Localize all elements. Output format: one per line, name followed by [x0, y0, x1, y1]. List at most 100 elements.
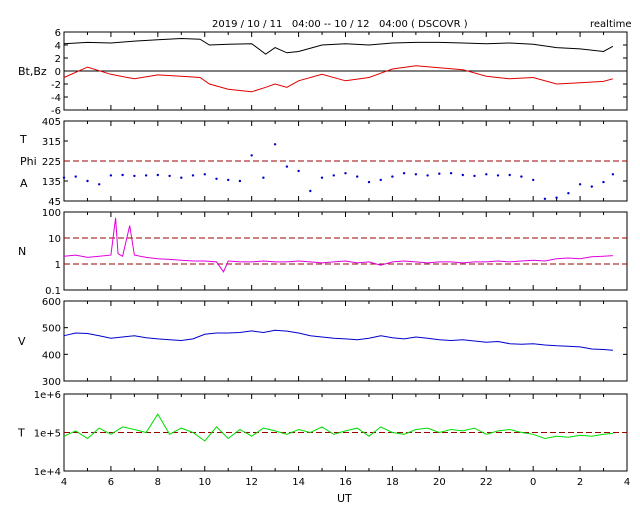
data-point	[543, 197, 547, 200]
panel-frame	[63, 300, 628, 382]
x-tick-label: 6	[108, 477, 114, 488]
data-point	[356, 175, 359, 178]
data-point	[74, 175, 77, 178]
data-point	[344, 172, 347, 175]
y-tick-label: 1	[55, 260, 61, 271]
panel-1: 6 4 2 0 -2 -4 -6 Bt,Bz	[18, 28, 628, 117]
x-tick-label: 12	[245, 477, 258, 488]
series-line-n	[63, 217, 613, 273]
y-axis-label: N	[18, 245, 26, 258]
data-point	[520, 175, 523, 178]
y-tick-label: 10	[48, 234, 61, 245]
y-tick-label: 1e+4	[34, 467, 61, 478]
data-point	[98, 183, 101, 186]
data-point	[285, 165, 289, 168]
y-tick-label: -6	[51, 106, 61, 117]
data-point	[578, 183, 582, 186]
data-point	[532, 178, 535, 182]
y-tick-label: 100	[42, 208, 61, 219]
y-tick-label: 2	[55, 54, 61, 65]
x-tick-label: 18	[386, 477, 399, 488]
y-axis-label: V	[18, 335, 26, 348]
panel-frame	[63, 211, 628, 291]
data-point	[414, 173, 418, 176]
x-tick-label: 8	[155, 477, 161, 488]
data-point	[367, 180, 371, 184]
x-tick-label: 2	[577, 477, 583, 488]
y-tick-label: 0.1	[45, 286, 61, 297]
data-point	[156, 173, 159, 177]
panel-2: 405 315 225 135 45 T Phi A	[19, 117, 628, 208]
panel-3: 100 10 1 0.1 N	[18, 208, 628, 297]
y-tick-label: 500	[42, 324, 61, 335]
y-tick-label: 135	[42, 177, 61, 188]
realtime-label: realtime	[590, 19, 632, 30]
x-axis-label: UT	[337, 492, 352, 505]
y-axis-label: T	[19, 133, 27, 146]
y-tick-label: 400	[42, 350, 61, 361]
series-line-v	[63, 329, 613, 351]
x-tick-label: 22	[480, 477, 493, 488]
data-point	[379, 178, 382, 182]
data-point	[402, 172, 406, 175]
header-title: 2019 / 10 / 11 04:00 -- 10 / 12 04:00 ( …	[212, 19, 468, 30]
data-point	[262, 176, 265, 179]
data-point	[496, 174, 500, 177]
y-tick-label: 0	[55, 67, 61, 78]
y-axis-label: Phi	[20, 155, 37, 168]
x-tick-label: 0	[530, 477, 536, 488]
y-axis-label: A	[20, 177, 28, 190]
y-axis-label: Bt,Bz	[18, 65, 47, 78]
y-tick-label: 4	[55, 41, 61, 52]
data-point	[121, 173, 124, 177]
data-point	[602, 180, 605, 184]
data-point	[191, 174, 195, 177]
y-tick-label: 225	[42, 157, 61, 168]
data-point	[203, 173, 206, 176]
y-tick-label: -2	[51, 80, 61, 91]
data-point	[144, 174, 148, 177]
data-point	[273, 143, 277, 146]
y-tick-label: 405	[42, 117, 61, 128]
data-point	[86, 179, 89, 183]
y-tick-label: 300	[42, 377, 61, 388]
data-point	[109, 174, 113, 177]
data-point	[238, 179, 242, 183]
y-tick-label: 1e+6	[34, 390, 61, 401]
data-point	[62, 176, 66, 179]
y-tick-label: 6	[55, 28, 61, 39]
data-point	[297, 169, 300, 173]
data-point	[555, 196, 558, 199]
data-point	[449, 172, 453, 175]
y-axis-label: T	[17, 427, 25, 440]
data-point	[508, 173, 511, 177]
series-line-bt	[63, 37, 614, 55]
data-point	[567, 192, 570, 195]
panel-4: 600 500 400 300 V	[18, 297, 628, 388]
x-tick-label: 4	[61, 477, 67, 488]
x-tick-label: 16	[339, 477, 352, 488]
y-tick-label: 1e+5	[34, 429, 61, 440]
y-tick-label: 600	[42, 297, 61, 308]
data-point	[426, 174, 429, 177]
data-point	[250, 154, 253, 157]
panel-5: 1e+6 1e+5 1e+4 T	[17, 390, 628, 478]
series-line-t	[63, 413, 613, 442]
data-point	[438, 172, 441, 175]
x-tick-label: 4	[624, 477, 630, 488]
data-point	[332, 174, 335, 177]
data-point	[391, 175, 394, 178]
data-point	[485, 173, 488, 176]
x-tick-label: 14	[292, 477, 305, 488]
data-point	[180, 176, 183, 179]
data-point	[309, 189, 312, 193]
series-line-bz	[63, 65, 614, 93]
y-tick-label: 45	[48, 197, 61, 208]
y-tick-label: 315	[42, 137, 61, 148]
data-point	[461, 173, 464, 177]
data-point	[168, 174, 171, 178]
data-point	[133, 174, 136, 178]
data-point	[473, 174, 476, 178]
y-tick-label: -4	[51, 93, 61, 104]
